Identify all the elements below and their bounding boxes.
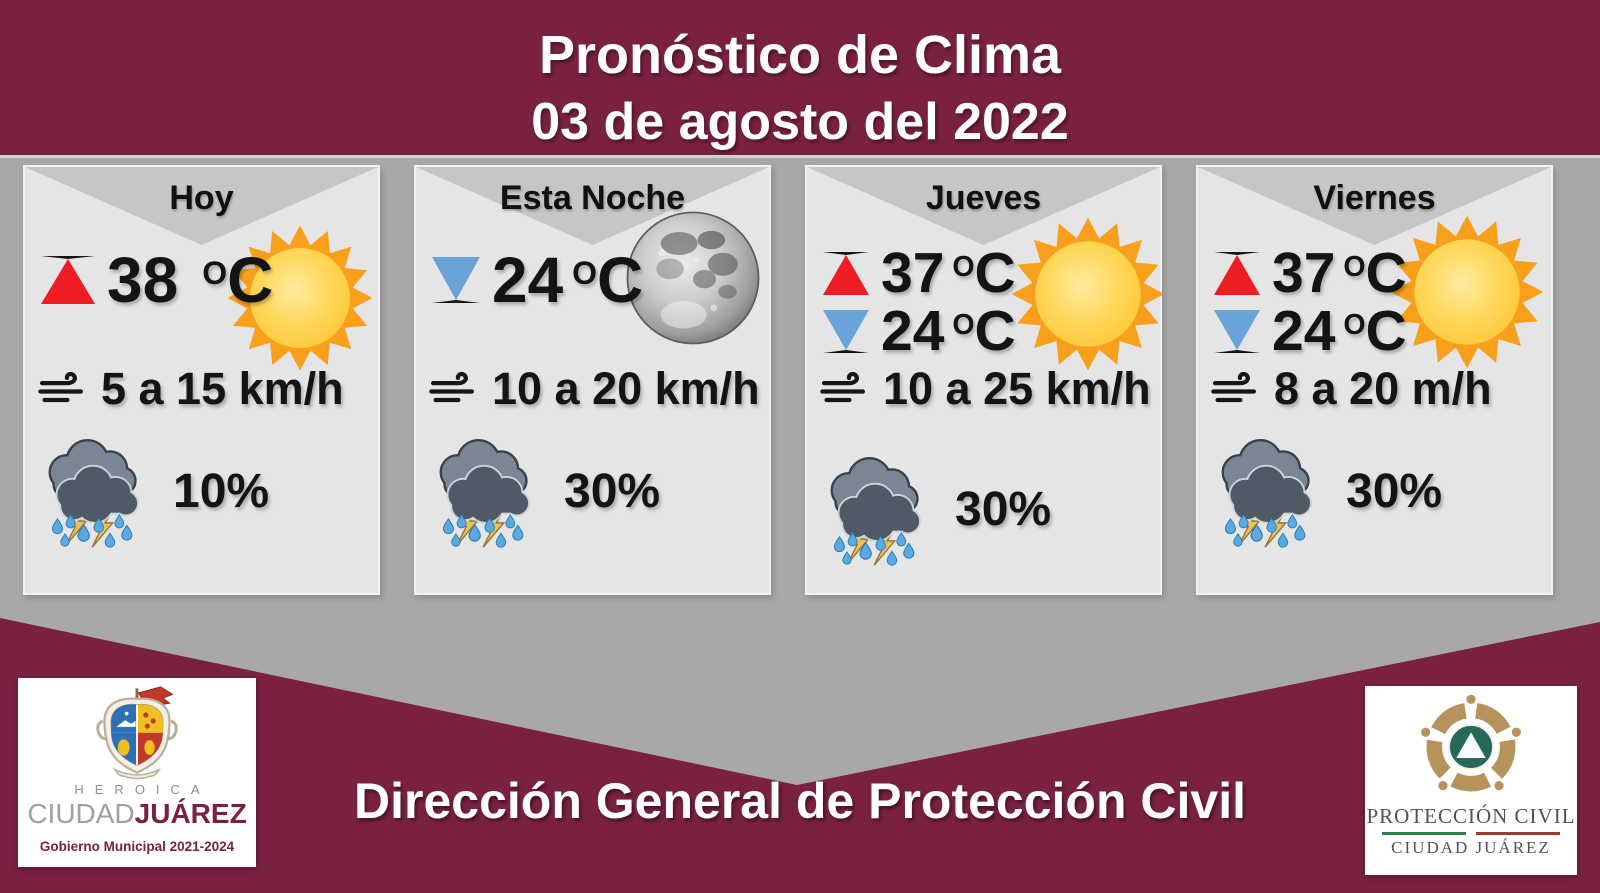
wind-icon	[1210, 370, 1264, 408]
temp-value: 37 OC	[1272, 241, 1407, 305]
forecast-card-hoy: Hoy 38 OC 5 a 15 km/h 10%	[23, 165, 380, 595]
high-temp-row: 37 OC	[823, 241, 1016, 305]
forecast-card-jueves: Jueves 37 OC 24 OC 10 a 25 km/h 30%	[805, 165, 1165, 595]
rain-row: 30%	[815, 449, 1051, 569]
storm-cloud-icon	[1206, 431, 1328, 551]
rain-row: 30%	[424, 431, 660, 551]
low-temp-row: 24 OC	[823, 299, 1016, 363]
down-triangle-icon	[823, 309, 869, 353]
footer-department-title: Dirección General de Protección Civil	[354, 773, 1246, 829]
wind-row: 8 a 20 m/h	[1210, 363, 1492, 415]
low-temp-row: 24 OC	[1214, 299, 1407, 363]
rain-chance-value: 30%	[564, 464, 661, 518]
storm-cloud-icon	[424, 431, 546, 551]
tricolor-divider	[1382, 832, 1560, 836]
high-temp-row: 37 OC	[1214, 241, 1407, 305]
wind-icon	[428, 370, 482, 408]
rain-chance-value: 10%	[173, 464, 270, 518]
temp-value: 24 OC	[881, 299, 1016, 363]
wind-icon	[819, 370, 873, 408]
high-temp-row: 38 OC	[41, 237, 273, 323]
down-triangle-icon	[1214, 309, 1260, 353]
gobierno-municipal-label: Gobierno Municipal 2021-2024	[39, 839, 235, 854]
page-title: Pronóstico de Clima	[538, 25, 1062, 85]
up-triangle-icon	[823, 251, 869, 295]
temperatures: 37 OC 24 OC	[823, 241, 1016, 363]
header: Pronóstico de Clima 03 de agosto del 202…	[0, 0, 1600, 155]
heroica-label: HEROICA	[74, 782, 211, 797]
rain-row: 10%	[33, 431, 269, 551]
low-temp-row: 24 OC	[432, 237, 643, 323]
forecast-card-viernes: Viernes 37 OC 24 OC 8 a 20 m/h 30%	[1196, 165, 1553, 595]
wind-value: 10 a 20 km/h	[492, 363, 760, 414]
wind-row: 5 a 15 km/h	[37, 363, 344, 415]
proteccion-civil-emblem	[1421, 694, 1521, 792]
day-label: Viernes	[1313, 179, 1436, 217]
wind-row: 10 a 20 km/h	[428, 363, 760, 415]
up-triangle-icon	[1214, 251, 1260, 295]
wind-value: 10 a 25 km/h	[883, 363, 1151, 414]
moon-icon	[626, 211, 760, 345]
up-triangle-icon	[41, 256, 95, 304]
day-label: Hoy	[169, 179, 234, 217]
wind-row: 10 a 25 km/h	[819, 363, 1151, 415]
day-label: Jueves	[925, 179, 1042, 217]
bottom-banner-shape	[0, 618, 1600, 893]
forecast-date: 03 de agosto del 2022	[531, 93, 1069, 151]
forecast-card-esta-noche: Esta Noche 24 OC 10 a 20 km/h 30%	[414, 165, 771, 595]
wind-value: 5 a 15 km/h	[101, 363, 344, 414]
storm-cloud-icon	[815, 449, 937, 569]
temperatures: 37 OC 24 OC	[1214, 241, 1407, 363]
temp-value: 24 OC	[1272, 299, 1407, 363]
temp-value: 24 OC	[492, 244, 644, 316]
rain-chance-value: 30%	[955, 482, 1052, 536]
rain-row: 30%	[1206, 431, 1442, 551]
temperatures: 38 OC	[41, 237, 273, 323]
proteccion-civil-logo: PROTECCIÓN CIVIL CIUDAD JUÁREZ	[1365, 686, 1577, 875]
ciudad-juarez-coat-of-arms	[96, 686, 178, 780]
temperatures: 24 OC	[432, 237, 643, 323]
wind-value: 8 a 20 m/h	[1274, 363, 1492, 414]
temp-value: 38 OC	[107, 244, 274, 316]
temp-value: 37 OC	[881, 241, 1016, 305]
day-label: Esta Noche	[499, 179, 686, 217]
sun-icon	[1390, 215, 1544, 369]
ciudad-juarez-wordmark: CIUDADJUÁREZ	[27, 798, 247, 829]
storm-cloud-icon	[33, 431, 155, 551]
sun-icon	[1011, 217, 1165, 371]
down-triangle-icon	[432, 257, 480, 303]
proteccion-civil-label: PROTECCIÓN CIVIL	[1366, 804, 1576, 828]
ciudad-juarez-label: CIUDAD JUÁREZ	[1391, 838, 1551, 857]
rain-chance-value: 30%	[1346, 464, 1443, 518]
ciudad-juarez-logo: HEROICA CIUDADJUÁREZ Gobierno Municipal …	[18, 678, 256, 867]
wind-icon	[37, 370, 91, 408]
